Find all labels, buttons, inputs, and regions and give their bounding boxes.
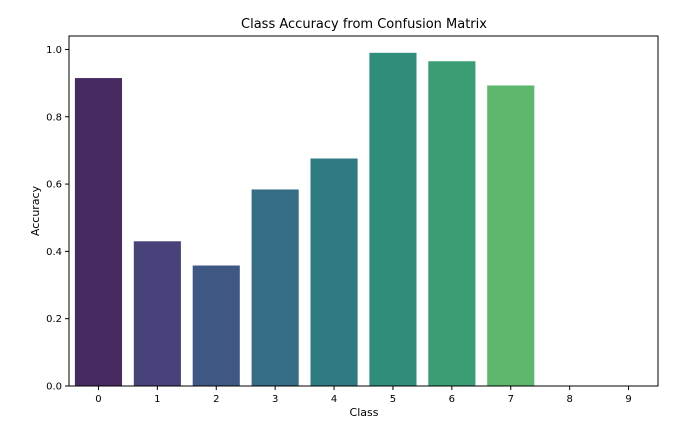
x-tick-label: 2 <box>213 394 219 405</box>
bar-class-5 <box>369 52 417 386</box>
x-tick-label: 0 <box>95 394 101 405</box>
x-tick-label: 9 <box>625 394 631 405</box>
bar-class-7 <box>487 85 535 386</box>
y-axis: 0.0 0.2 0.4 0.6 0.8 1.0 <box>46 45 69 393</box>
x-axis-label: Class <box>350 406 379 419</box>
bar-class-6 <box>428 61 476 386</box>
y-tick-label: 0.4 <box>46 247 62 258</box>
bar-class-1 <box>133 241 181 386</box>
bar-class-4 <box>310 158 358 386</box>
y-axis-label: Accuracy <box>29 185 42 236</box>
x-tick-label: 5 <box>390 394 396 405</box>
x-tick-label: 4 <box>331 394 337 405</box>
y-tick-label: 0.8 <box>46 112 62 123</box>
bar-class-3 <box>251 189 299 386</box>
y-tick-label: 1.0 <box>46 45 62 56</box>
bar-class-0 <box>74 78 123 386</box>
bars-group <box>74 52 535 386</box>
x-axis: 0 1 2 3 4 5 6 7 8 9 <box>95 386 632 405</box>
x-tick-label: 3 <box>272 394 278 405</box>
bar-class-2 <box>192 265 240 386</box>
x-tick-label: 1 <box>154 394 160 405</box>
chart-title: Class Accuracy from Confusion Matrix <box>241 17 487 32</box>
x-tick-label: 7 <box>508 394 514 405</box>
x-tick-label: 6 <box>449 394 455 405</box>
x-tick-label: 8 <box>566 394 572 405</box>
y-tick-label: 0.0 <box>46 382 62 393</box>
y-tick-label: 0.6 <box>46 180 62 191</box>
plot-frame <box>68 35 659 387</box>
y-tick-label: 0.2 <box>46 314 62 325</box>
